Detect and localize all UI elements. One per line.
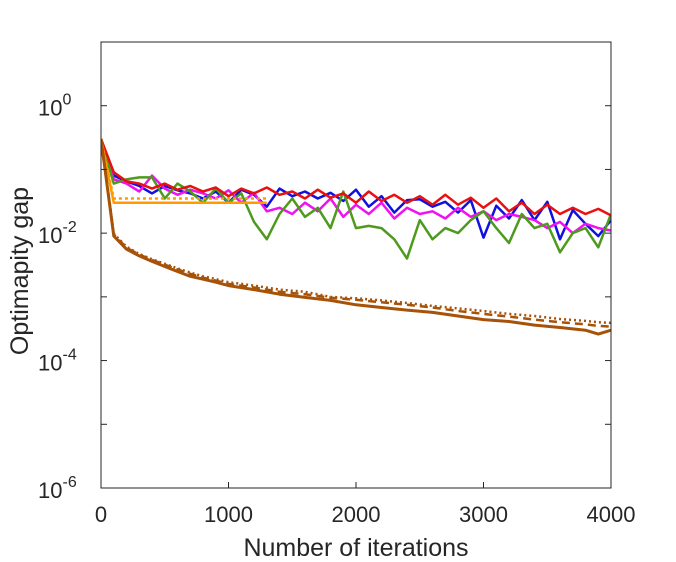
y-tick-label: 100: [38, 92, 71, 121]
x-tick-label: 3000: [459, 502, 508, 527]
series-line-5: [101, 138, 267, 204]
x-tick-label: 1000: [204, 502, 253, 527]
x-tick-label: 0: [95, 502, 107, 527]
series-line-7: [101, 138, 611, 336]
x-tick-label: 2000: [332, 502, 381, 527]
series-line-8: [101, 138, 611, 328]
series-line-2: [101, 138, 611, 235]
x-axis-label: Number of iterations: [243, 534, 468, 562]
series-line-6: [101, 138, 267, 200]
series-line-9: [101, 138, 611, 325]
series-line-4: [101, 138, 611, 217]
series-line-3: [101, 138, 611, 260]
y-tick-label: 10-4: [38, 347, 77, 376]
plot-area-frame: [100, 41, 612, 489]
ticks-layer: 0 1000 2000 3000 4000 100 10-2 10-4 10-6: [38, 41, 636, 527]
y-tick-label: 10-2: [38, 219, 77, 248]
x-tick-label: 4000: [587, 502, 636, 527]
y-axis-label: Optimapity gap: [6, 187, 34, 355]
y-tick-label: 10-6: [38, 474, 77, 503]
series-layer: [101, 138, 611, 336]
